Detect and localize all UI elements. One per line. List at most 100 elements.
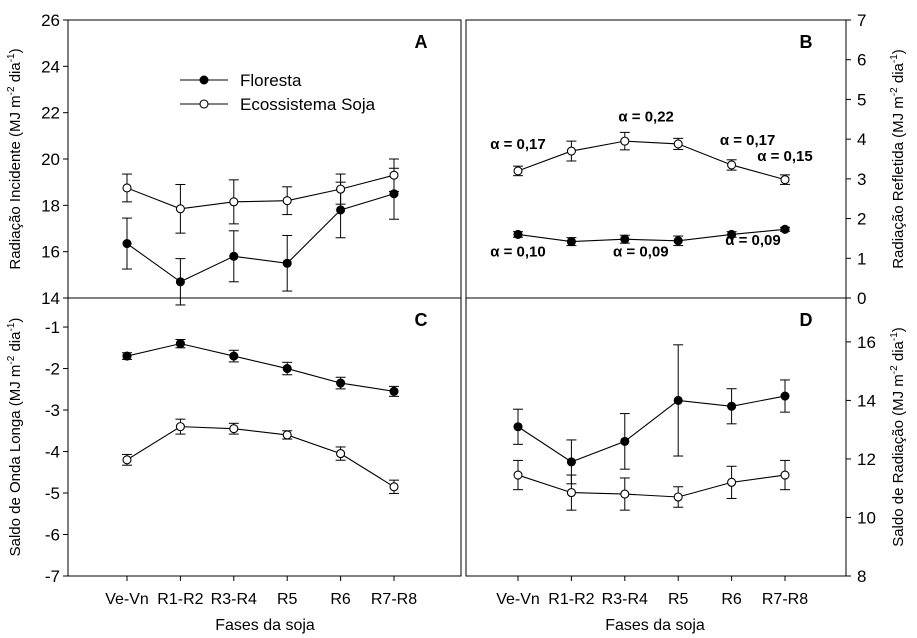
y-tick-label: -5 (45, 484, 60, 503)
data-point (282, 196, 292, 206)
x-tick-label: Ve-Vn (105, 591, 149, 608)
data-point (282, 258, 292, 268)
data-point (620, 489, 630, 499)
data-point (513, 422, 523, 432)
data-point (566, 237, 576, 247)
data-point (513, 470, 523, 480)
series-line (517, 474, 786, 498)
data-point (122, 351, 132, 361)
data-point (175, 204, 185, 214)
albedo-annotation: α = 0,15 (757, 148, 813, 165)
y-axis-label: Saldo de Onda Longa (MJ m-2 dia-1) (6, 318, 24, 557)
albedo-annotation: α = 0,09 (725, 232, 781, 249)
data-point (389, 170, 399, 180)
y-axis-label: Radiação Refletida (MJ m-2 dia-1) (889, 49, 907, 269)
y-tick-label: 1 (857, 249, 866, 268)
y-tick-label: 4 (857, 130, 866, 149)
albedo-annotation: α = 0,17 (720, 132, 776, 149)
y-tick-label: -3 (45, 401, 60, 420)
y-tick-label: 0 (857, 289, 866, 308)
y-tick-label: 14 (857, 391, 876, 410)
legend: Floresta Ecossistema Soja (180, 71, 376, 114)
data-point (727, 160, 737, 170)
data-point (122, 183, 132, 193)
data-point (673, 236, 683, 246)
data-point (229, 197, 239, 207)
legend-marker-soja (199, 99, 209, 109)
y-tick-label: 24 (41, 57, 60, 76)
panel-frame (67, 297, 462, 577)
y-tick-label: 16 (857, 333, 876, 352)
data-point (229, 351, 239, 361)
data-point (282, 363, 292, 374)
data-point (780, 224, 790, 234)
albedo-annotation: α = 0,22 (618, 108, 674, 125)
y-tick-label: -4 (45, 443, 60, 462)
x-axis-label-right: Fases da soja (605, 617, 705, 634)
y-axis-label: Radiação Incidente (MJ m-2 dia-1) (6, 48, 24, 269)
y-tick-label: 7 (857, 11, 866, 30)
legend-marker-floresta (199, 75, 209, 85)
y-tick-label: 18 (41, 196, 60, 215)
x-tick-label: Ve-Vn (496, 591, 540, 608)
data-point (175, 339, 185, 349)
panel-d: 8 10 12 14 16 Ve-Vn R1-R2 R3-R4 R5 R6 R7-R8 Saldo d… (465, 297, 907, 608)
data-point (727, 477, 737, 487)
x-tick-label: R5 (668, 591, 689, 608)
series-floresta (513, 344, 790, 485)
data-point (566, 457, 576, 467)
series-soja (122, 418, 399, 494)
y-tick-label: 22 (41, 104, 60, 123)
panel-a: 14 16 18 20 22 24 26 Radiação Incidente (MJ m-2… (6, 11, 462, 308)
data-point (673, 395, 683, 405)
data-point (566, 488, 576, 498)
data-point (229, 424, 239, 434)
y-tick-label: 5 (857, 90, 866, 109)
albedo-annotation: α = 0,17 (490, 136, 546, 153)
x-tick-label: R7-R8 (371, 591, 417, 608)
x-tick-label: R7-R8 (762, 591, 808, 608)
data-point (122, 455, 132, 465)
y-tick-label: 10 (857, 508, 876, 527)
x-tick-label: R6 (721, 591, 742, 608)
series-line (126, 193, 395, 283)
series-soja (122, 158, 399, 234)
x-tick-label: R5 (277, 591, 298, 608)
data-point (620, 436, 630, 446)
data-point (175, 422, 185, 432)
panel-letter: D (800, 310, 813, 330)
panel-frame (465, 297, 847, 577)
y-tick-label: 3 (857, 170, 866, 189)
data-point (780, 391, 790, 401)
data-point (336, 449, 346, 459)
x-tick-label: R6 (330, 591, 351, 608)
y-tick-label: -1 (45, 318, 60, 337)
series-line (517, 395, 786, 463)
series-soja (513, 131, 790, 185)
panel-b: 0 1 2 3 4 5 6 7 Radiação Refletida (MJ m-2 dia-1… (465, 11, 907, 308)
x-axis-label-left: Fases da soja (215, 617, 315, 634)
legend-label-floresta: Floresta (240, 71, 302, 90)
y-tick-label: 6 (857, 51, 866, 70)
y-tick-label: 16 (41, 243, 60, 262)
data-point (513, 166, 523, 176)
panel-letter: A (415, 32, 428, 52)
series-line (126, 426, 395, 488)
x-tick-label: R1-R2 (548, 591, 594, 608)
data-point (727, 229, 737, 240)
panel-c: -1 -2 -3 -4 -5 -6 -7 Ve-Vn R1-R2 R3-R4 R5 R6 R7-R8 Sa… (6, 297, 462, 608)
data-point (673, 492, 683, 502)
data-point (620, 136, 630, 146)
series-floresta (513, 224, 790, 247)
series-floresta (122, 167, 399, 306)
data-point (389, 386, 399, 396)
legend-label-soja: Ecossistema Soja (240, 95, 376, 114)
data-point (566, 146, 576, 156)
y-tick-label: 14 (41, 289, 60, 308)
albedo-annotation: α = 0,10 (490, 243, 546, 260)
y-tick-label: -6 (45, 526, 60, 545)
y-tick-label: -2 (45, 360, 60, 379)
data-point (513, 229, 523, 240)
data-point (780, 175, 790, 185)
